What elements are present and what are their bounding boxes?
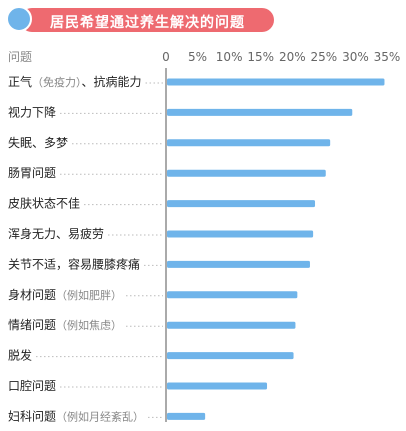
bar: [167, 260, 310, 268]
title-dot-icon: [6, 6, 32, 32]
category-label: 身材问题（例如肥胖）: [8, 287, 122, 302]
bar: [167, 352, 294, 360]
category-label: 浑身无力、易疲劳: [8, 226, 104, 241]
x-tick-label: 10%: [216, 50, 243, 64]
category-label: 情绪问题（例如焦虑）: [8, 318, 122, 332]
bar: [167, 169, 326, 177]
x-tick-label: 35%: [374, 50, 401, 64]
x-tick-label: 0: [162, 50, 170, 64]
bar: [167, 108, 353, 116]
bar: [167, 412, 206, 420]
category-label: 脱发: [8, 348, 32, 363]
bar: [167, 382, 268, 390]
category-label: 妇科问题（例如月经紊乱）: [8, 409, 144, 423]
category-label: 正气（免疫力）、抗病能力: [8, 74, 142, 89]
category-label: 视力下降: [8, 104, 56, 119]
bar: [167, 321, 296, 329]
title-banner: 居民希望通过养生解决的问题: [6, 6, 276, 32]
category-label: 关节不适，容易腰膝疼痛: [8, 256, 140, 271]
x-tick-label: 15%: [247, 50, 274, 64]
bar: [167, 78, 385, 86]
x-tick-label: 30%: [342, 50, 369, 64]
x-tick-label: 25%: [311, 50, 338, 64]
bar: [167, 139, 331, 147]
x-tick-label: 20%: [279, 50, 306, 64]
category-label: 肠胃问题: [8, 166, 56, 180]
bar: [167, 230, 314, 238]
title-pill: 居民希望通过养生解决的问题: [20, 8, 274, 32]
category-label: 皮肤状态不佳: [8, 196, 80, 211]
bar: [167, 200, 316, 208]
category-label: 失眠、多梦: [8, 135, 68, 150]
bar: [167, 291, 298, 299]
category-header: 问题: [8, 50, 32, 64]
x-tick-label: 5%: [188, 50, 207, 64]
chart-title: 居民希望通过养生解决的问题: [50, 15, 245, 31]
category-label: 口腔问题: [8, 378, 56, 393]
